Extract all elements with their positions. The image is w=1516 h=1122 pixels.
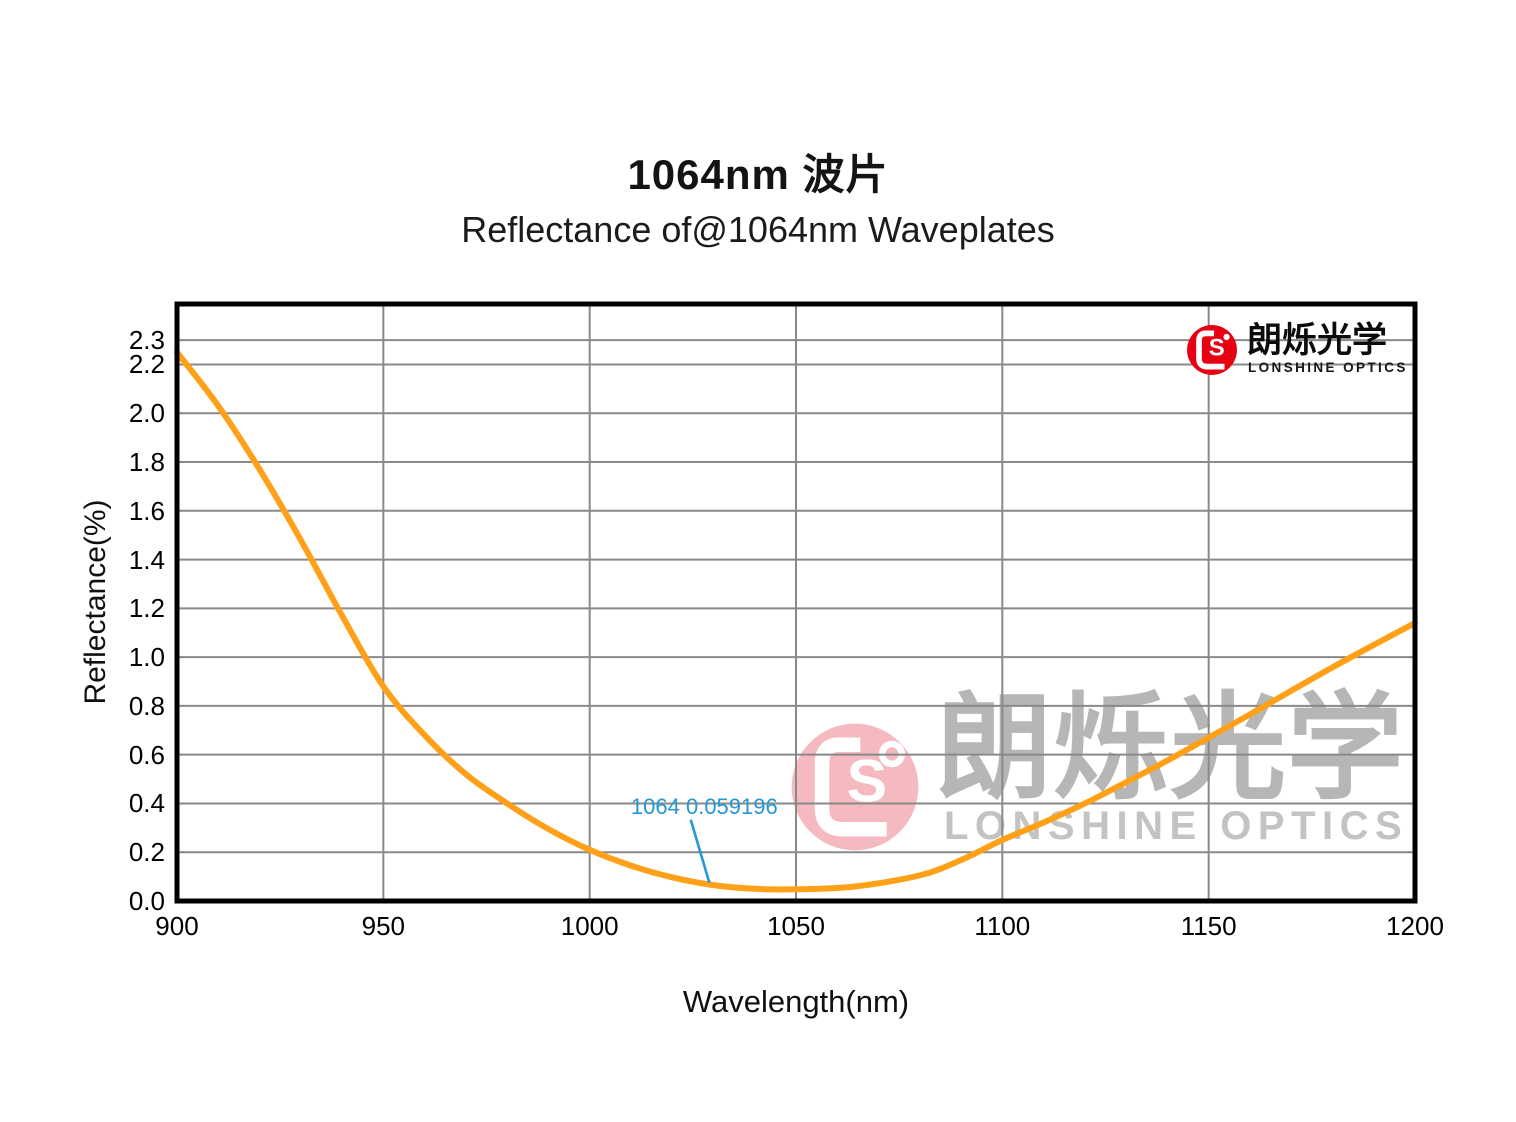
page-title: 1064nm 波片 xyxy=(627,151,889,198)
plot-border xyxy=(174,301,1418,904)
page-subtitle: Reflectance of@1064nm Waveplates xyxy=(461,209,1055,250)
watermark-text-en: LONSHINE OPTICS xyxy=(944,804,1409,848)
reflectance-curve xyxy=(174,349,1418,893)
watermark-text-cn: 朗烁光学 xyxy=(936,683,1404,813)
grid-layer xyxy=(177,304,1415,901)
annotation-leader-line xyxy=(689,819,711,884)
